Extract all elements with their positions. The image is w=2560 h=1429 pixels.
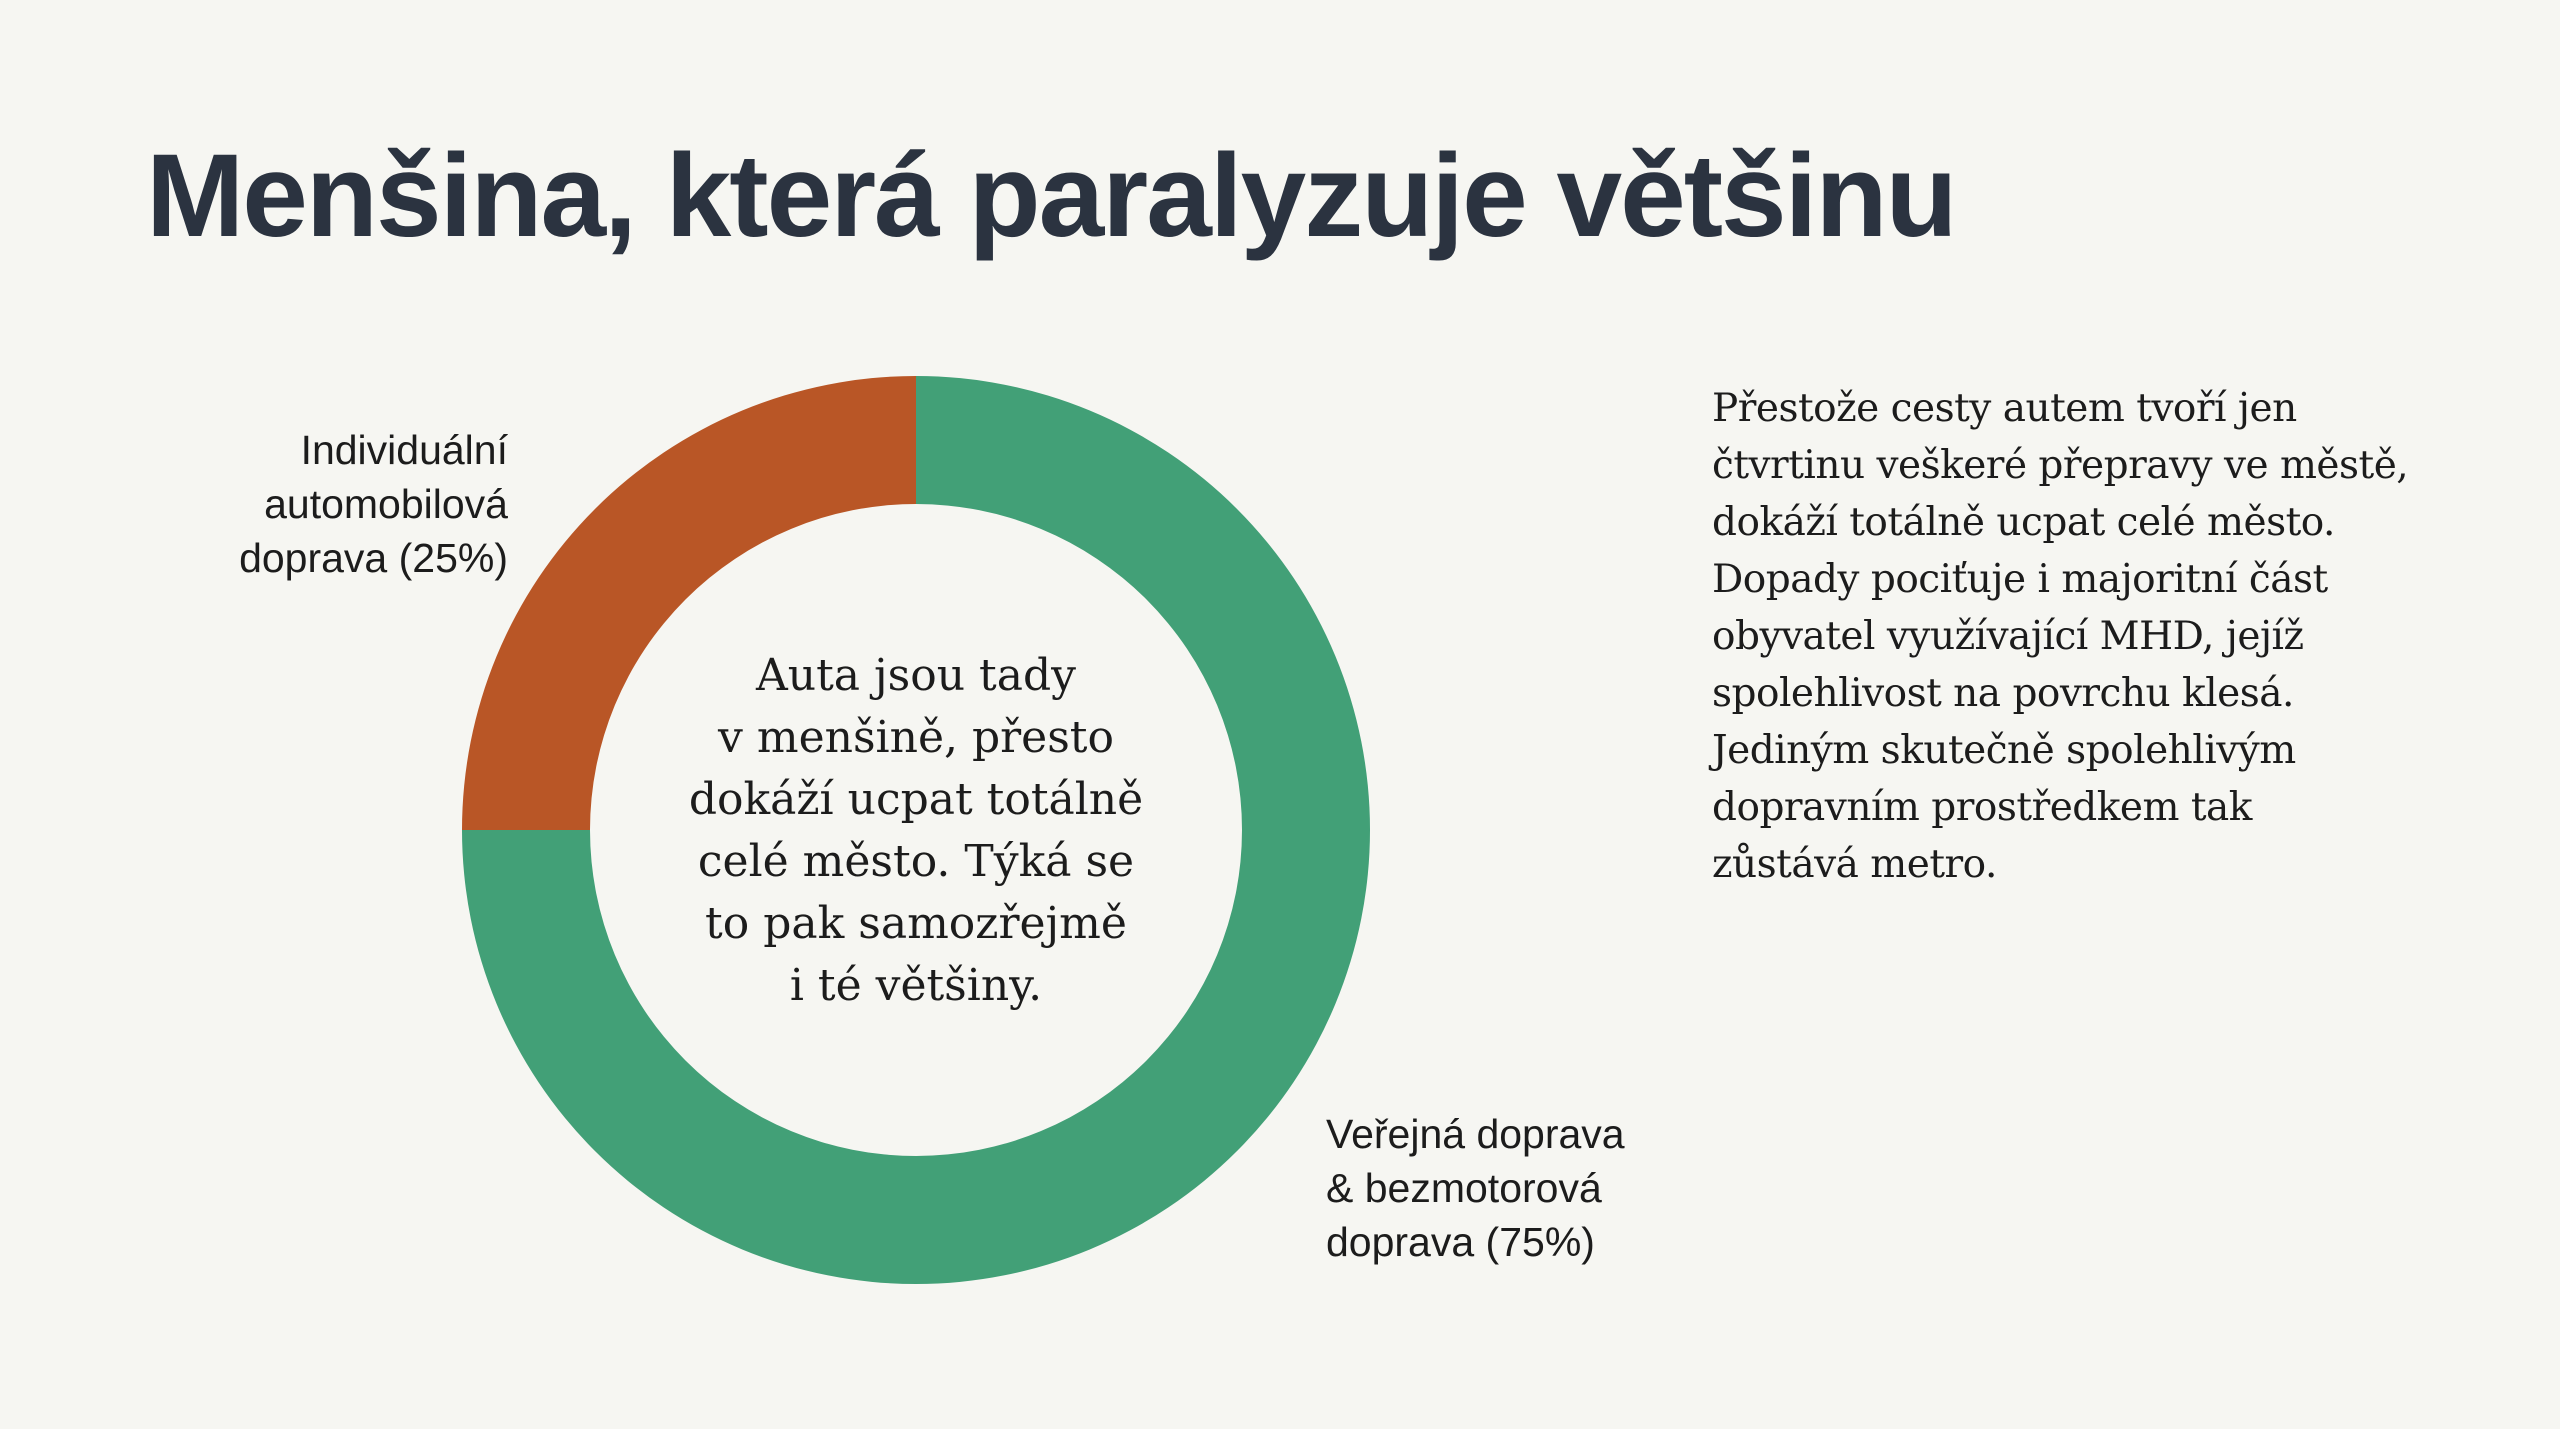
center-line: to pak samozřejmě <box>705 898 1127 949</box>
label-line: Veřejná doprava <box>1326 1111 1625 1157</box>
label-public-transport: Veřejná doprava & bezmotorová doprava (7… <box>1326 1107 1625 1269</box>
explanation-paragraph: Přestože cesty autem tvoří jen čtvrtinu … <box>1712 380 2409 893</box>
label-line: doprava (25%) <box>239 535 508 581</box>
paragraph-line: zůstává metro. <box>1712 842 1997 887</box>
center-line: dokáží ucpat totálně <box>688 774 1144 825</box>
label-line: & bezmotorová <box>1326 1165 1602 1211</box>
paragraph-line: Přestože cesty autem tvoří jen <box>1712 386 2297 431</box>
paragraph-line: čtvrtinu veškeré přepravy ve městě, <box>1712 443 2409 488</box>
paragraph-line: obyvatel využívající MHD, jejíž <box>1712 614 2304 659</box>
paragraph-line: Jediným skutečně spolehlivým <box>1712 728 2296 773</box>
center-line: i té většiny. <box>789 960 1043 1011</box>
center-line: Auta jsou tady <box>756 650 1076 701</box>
donut-center-text: Auta jsou tady v menšině, přesto dokáží … <box>616 645 1216 1017</box>
center-line: v menšině, přesto <box>718 712 1114 763</box>
slide-title: Menšina, která paralyzuje většinu <box>146 130 1958 262</box>
label-line: automobilová <box>264 481 508 527</box>
label-line: doprava (75%) <box>1326 1219 1595 1265</box>
paragraph-line: spolehlivost na povrchu klesá. <box>1712 671 2294 716</box>
label-line: Individuální <box>300 427 508 473</box>
paragraph-line: dopravním prostředkem tak <box>1712 785 2252 830</box>
paragraph-line: Dopady pociťuje i majoritní část <box>1712 557 2328 602</box>
center-line: celé město. Týká se <box>697 836 1135 887</box>
paragraph-line: dokáží totálně ucpat celé město. <box>1712 500 2335 545</box>
label-car-traffic: Individuální automobilová doprava (25%) <box>239 423 508 585</box>
slice-car-traffic <box>462 376 916 830</box>
